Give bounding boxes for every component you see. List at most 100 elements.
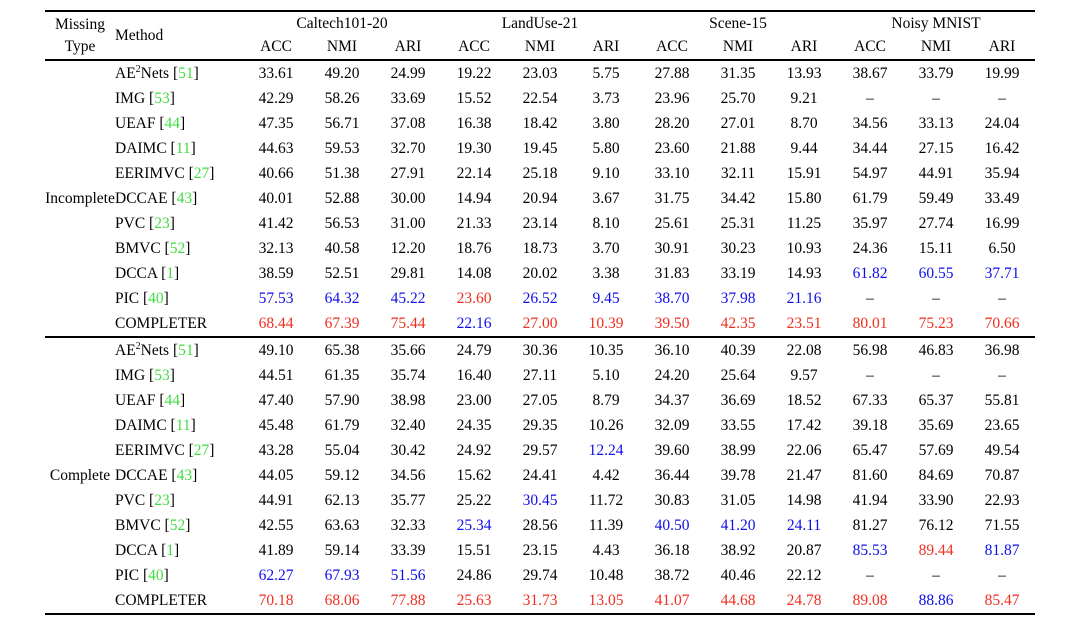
citation-number: 23 — [154, 492, 170, 509]
metric-cell: – — [932, 290, 940, 307]
metric-cell: 65.37 — [918, 392, 954, 409]
metric-cell: 81.27 — [852, 517, 888, 534]
metric-cell: 23.60 — [654, 140, 690, 157]
metric-cell: – — [932, 567, 940, 584]
method-name: EERIMVC [27] — [115, 442, 215, 459]
metric-header: ACC — [260, 38, 292, 55]
metric-cell: 25.63 — [456, 592, 492, 609]
metric-cell: 40.39 — [720, 342, 756, 359]
metric-cell: 16.99 — [984, 215, 1020, 232]
metric-cell: 76.12 — [918, 517, 954, 534]
table-row: BMVC [52] 42.55 63.63 32.33 25.34 28.56 11.39 4… — [45, 513, 1035, 538]
metric-cell: 15.91 — [786, 165, 822, 182]
metric-cell: 41.20 — [720, 517, 756, 534]
method-name: DCCA [1] — [115, 542, 180, 559]
table-header: Missing Type Method Caltech101-20 LandUse… — [45, 11, 1035, 60]
metric-cell: 33.10 — [654, 165, 690, 182]
metric-cell: 41.94 — [852, 492, 888, 509]
metric-cell: 44.05 — [258, 467, 294, 484]
citation-number: 1 — [166, 265, 175, 282]
metric-cell: 15.11 — [918, 240, 954, 257]
table-row: UEAF [44] 47.35 56.71 37.08 16.38 18.42 3.80 28… — [45, 111, 1035, 136]
metric-cell: 40.66 — [258, 165, 294, 182]
metric-cell: 61.79 — [324, 417, 360, 434]
metric-cell: 19.45 — [522, 140, 558, 157]
metric-cell: 52.51 — [324, 265, 360, 282]
metric-cell: 23.65 — [984, 417, 1020, 434]
method-superscript: 2 — [135, 340, 141, 352]
metric-cell: – — [998, 90, 1006, 107]
metric-header: ACC — [854, 38, 886, 55]
results-table: Missing Type Method Caltech101-20 LandUse… — [45, 10, 1035, 615]
metric-cell: 81.60 — [852, 467, 888, 484]
metric-cell: 71.55 — [984, 517, 1020, 534]
metric-cell: 40.58 — [324, 240, 360, 257]
metric-cell: 38.92 — [720, 542, 756, 559]
metric-cell: 11.25 — [786, 215, 822, 232]
metric-cell: 12.20 — [390, 240, 426, 257]
metric-cell: 37.98 — [720, 290, 756, 307]
table-row: IMG [53] 44.51 61.35 35.74 16.40 27.11 5.10 24.… — [45, 363, 1035, 388]
metric-cell: 51.56 — [390, 567, 426, 584]
table-row: IMG [53] 42.29 58.26 33.69 15.52 22.54 3.73 23.… — [45, 86, 1035, 111]
metric-cell: 42.35 — [720, 315, 756, 332]
citation-number: 40 — [148, 567, 164, 584]
metric-cell: 15.62 — [456, 467, 492, 484]
metric-cell: 42.29 — [258, 90, 294, 107]
metric-cell: 18.52 — [786, 392, 822, 409]
metric-cell: 15.51 — [456, 542, 492, 559]
citation-number: 43 — [176, 467, 193, 484]
metric-cell: 88.86 — [918, 592, 954, 609]
metric-cell: 22.54 — [522, 90, 558, 107]
metric-cell: 38.99 — [720, 442, 756, 459]
table-row: DAIMC [11] 44.63 59.53 32.70 19.30 19.45 5.80 2… — [45, 136, 1035, 161]
metric-cell: 21.33 — [456, 215, 492, 232]
citation-number: 43 — [176, 190, 193, 207]
metric-cell: 61.35 — [324, 367, 360, 384]
metric-cell: 70.18 — [258, 592, 294, 609]
metric-cell: 41.07 — [654, 592, 690, 609]
metric-cell: 9.10 — [592, 165, 620, 182]
metric-cell: 10.48 — [588, 567, 624, 584]
metric-cell: 30.42 — [390, 442, 426, 459]
method-name: BMVC [52] — [115, 517, 191, 534]
citation-number: 40 — [148, 290, 164, 307]
metric-cell: 35.69 — [918, 417, 954, 434]
metric-cell: 25.22 — [456, 492, 492, 509]
table-row: EERIMVC [27] 43.28 55.04 30.42 24.92 29.57 12.… — [45, 438, 1035, 463]
metric-cell: 55.81 — [984, 392, 1020, 409]
metric-cell: 8.10 — [592, 215, 620, 232]
metric-cell: 3.80 — [592, 115, 620, 132]
metric-cell: 22.93 — [984, 492, 1020, 509]
metric-cell: 33.79 — [918, 65, 954, 82]
metric-cell: 23.03 — [522, 65, 558, 82]
metric-cell: 25.64 — [720, 367, 756, 384]
metric-cell: 6.50 — [988, 240, 1016, 257]
metric-cell: 29.57 — [522, 442, 558, 459]
citation-number: 44 — [164, 115, 181, 132]
metric-cell: 52.88 — [324, 190, 360, 207]
metric-cell: 14.94 — [456, 190, 492, 207]
metric-cell: 56.71 — [324, 115, 360, 132]
metric-cell: 13.05 — [588, 592, 624, 609]
method-name: PVC [23] — [115, 492, 175, 509]
metric-cell: 33.19 — [720, 265, 756, 282]
metric-cell: 12.24 — [588, 442, 624, 459]
metric-cell: 57.53 — [258, 290, 294, 307]
metric-cell: 32.40 — [390, 417, 426, 434]
metric-cell: 32.13 — [258, 240, 294, 257]
metric-cell: – — [932, 367, 940, 384]
metric-cell: 84.69 — [918, 467, 954, 484]
metric-cell: 27.88 — [654, 65, 690, 82]
metric-cell: 25.18 — [522, 165, 558, 182]
metric-cell: 38.59 — [258, 265, 294, 282]
metric-cell: 30.45 — [522, 492, 558, 509]
metric-cell: 24.36 — [852, 240, 888, 257]
citation-number: 27 — [193, 442, 210, 459]
metric-cell: 20.94 — [522, 190, 558, 207]
metric-cell: 16.42 — [984, 140, 1020, 157]
metric-cell: 9.45 — [592, 290, 620, 307]
citation-number: 52 — [169, 240, 186, 257]
table-row: PIC [40] 57.53 64.32 45.22 23.60 26.52 9.45 38.… — [45, 286, 1035, 311]
